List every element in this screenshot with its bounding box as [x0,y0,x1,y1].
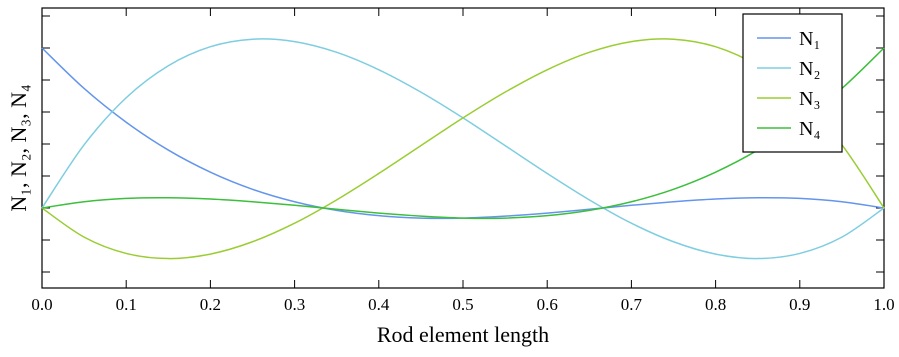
x-tick-label: 0.0 [31,295,52,314]
x-tick-label: 0.2 [200,295,221,314]
x-tick-label: 0.8 [705,295,726,314]
x-tick-label: 0.5 [452,295,473,314]
y-axis-label: N₁, N₂, N₃, N₄ [6,84,31,211]
legend-label: N₂ [799,58,820,80]
x-axis-label: Rod element length [377,322,549,347]
x-tick-label: 0.1 [116,295,137,314]
legend-label: N₄ [799,118,820,140]
x-tick-label: 0.7 [621,295,643,314]
legend-label: N₁ [799,28,820,50]
x-tick-label: 0.3 [284,295,305,314]
x-tick-label: 0.9 [789,295,810,314]
legend-box [742,13,843,153]
line-series [41,47,885,220]
x-tick-label: 0.6 [537,295,558,314]
legend-label: N₃ [799,88,820,110]
x-tick-label: 1.0 [873,295,894,314]
x-tick-label: 0.4 [368,295,390,314]
